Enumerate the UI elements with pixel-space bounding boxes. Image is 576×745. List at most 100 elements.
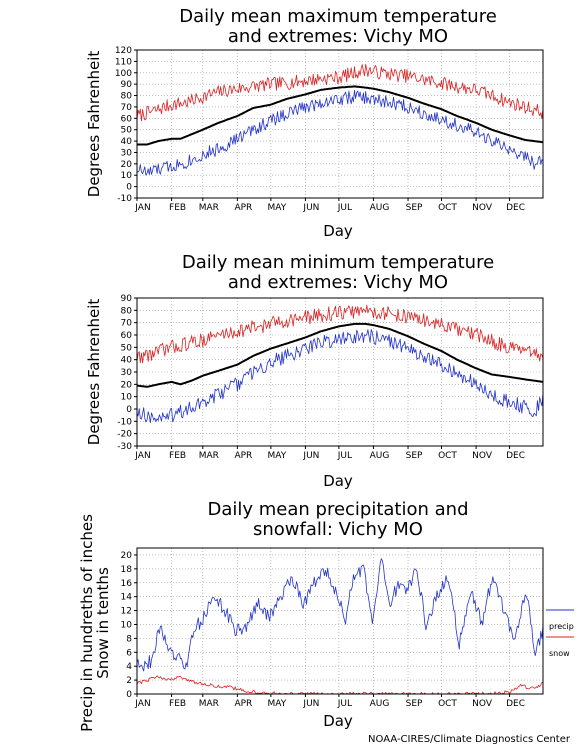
series-line-mean [137,85,544,146]
x-tick-label-apr: APR [234,203,252,213]
x-tick-label-aug: AUG [370,699,390,709]
y-tick-label: 80 [121,306,133,316]
x-tick-label-jun: JUN [302,699,319,709]
legend-label-precip: precip [549,622,574,631]
y-tick-label: 14 [121,593,133,603]
y-tick-label: 30 [121,148,133,158]
y-tick-label: 0 [126,690,132,700]
chart-title-line-2: snowfall: Vichy MO [253,519,423,540]
x-tick-label-jan: JAN [134,203,150,213]
x-tick-label-sep: SEP [406,203,423,213]
y-tick-label: 50 [121,343,133,353]
x-tick-label-dec: DEC [506,451,525,461]
x-tick-label-mar: MAR [199,699,219,709]
credit-text: NOAA-CIRES/Climate Diagnostics Center [368,734,571,745]
legend-label-snow: snow [549,649,570,658]
x-tick-label-may: MAY [267,203,286,213]
x-tick-label-nov: NOV [472,203,493,213]
y-tick-label: 80 [121,92,133,102]
y-tick-label: 16 [121,579,133,589]
legend: precip snow [546,609,574,658]
x-tick-label-may: MAY [267,451,286,461]
y-tick-label: 90 [121,80,133,90]
series-line-min [136,89,544,176]
x-tick-label-nov: NOV [472,699,493,709]
y-tick-label: 10 [121,393,133,403]
chart-title-line-2: and extremes: Vichy MO [228,26,448,47]
y-tick-label: 8 [126,634,132,644]
y-axis-label: Degrees Fahrenheit [85,299,103,446]
y-tick-label: 10 [121,620,133,630]
x-axis-label: Day [323,472,353,490]
y-axis-label-line-1: Precip in hundreths of inches [78,514,96,732]
y-tick-label: 110 [115,57,132,67]
x-tick-label-apr: APR [234,451,252,461]
chart-title-line-2: and extremes: Vichy MO [228,272,448,293]
x-tick-label-dec: DEC [506,203,525,213]
x-tick-label-jul: JUL [337,203,352,213]
chart-title-line-1: Daily mean minimum temperature [182,252,494,273]
x-tick-label-aug: AUG [370,203,390,213]
y-tick-label: 40 [121,356,133,366]
x-tick-label-jan: JAN [134,699,150,709]
series-line-precip [136,558,544,672]
y-tick-label: -10 [117,194,132,204]
chart-title-line-1: Daily mean maximum temperature [179,6,497,27]
x-tick-label-dec: DEC [506,699,525,709]
y-tick-label: -30 [117,442,132,452]
x-tick-label-aug: AUG [370,451,390,461]
y-tick-label: -10 [117,417,132,427]
series-line-max [136,304,544,364]
y-tick-label: 4 [126,662,132,672]
y-axis-label-line-2: Snow in tenths [94,567,112,679]
x-tick-label-jun: JUN [302,203,319,213]
y-tick-label: 12 [121,607,132,617]
y-tick-label: 6 [126,648,132,658]
y-tick-label: 120 [115,46,132,56]
x-tick-label-nov: NOV [472,451,493,461]
chart-title-line-1: Daily mean precipitation and [207,499,468,520]
y-tick-label: 18 [121,565,133,575]
plot-frame [136,547,544,695]
series-line-min [136,329,544,424]
x-tick-label-jun: JUN [302,451,319,461]
x-tick-label-jan: JAN [134,451,150,461]
y-tick-label: 90 [121,294,133,304]
x-tick-label-jul: JUL [337,451,352,461]
x-tick-label-sep: SEP [406,451,423,461]
x-tick-label-oct: OCT [438,451,457,461]
x-axis-label: Day [323,222,353,240]
y-tick-label: 60 [121,331,133,341]
y-tick-label: 60 [121,114,133,124]
max-temperature-chart: Daily mean maximum temperature and extre… [85,6,544,240]
x-tick-label-mar: MAR [199,203,219,213]
x-axis-label: Day [323,712,353,730]
y-tick-label: 0 [126,405,132,415]
x-tick-label-feb: FEB [169,699,186,709]
y-tick-label: 0 [126,183,132,193]
x-tick-label-feb: FEB [169,451,186,461]
x-tick-label-jul: JUL [337,699,352,709]
y-tick-label: 70 [121,103,133,113]
x-tick-label-sep: SEP [406,699,423,709]
x-tick-label-oct: OCT [438,699,457,709]
x-tick-label-oct: OCT [438,203,457,213]
x-tick-label-feb: FEB [169,203,186,213]
min-temperature-chart: Daily mean minimum temperature and extre… [85,252,544,490]
series-line-mean [136,322,544,388]
y-tick-label: 50 [121,126,133,136]
y-tick-label: 30 [121,368,133,378]
y-tick-label: 20 [121,551,133,561]
plot-frame [136,49,544,199]
y-axis-label: Degrees Fahrenheit [85,51,103,198]
x-tick-label-apr: APR [234,699,252,709]
y-tick-label: 40 [121,137,133,147]
x-tick-label-mar: MAR [199,451,219,461]
precipitation-chart: Daily mean precipitation and snowfall: V… [78,499,574,732]
y-tick-label: 2 [126,676,132,686]
y-tick-label: 70 [121,319,133,329]
y-tick-label: 10 [121,171,133,181]
series-line-max [136,63,544,122]
x-tick-label-may: MAY [267,699,286,709]
